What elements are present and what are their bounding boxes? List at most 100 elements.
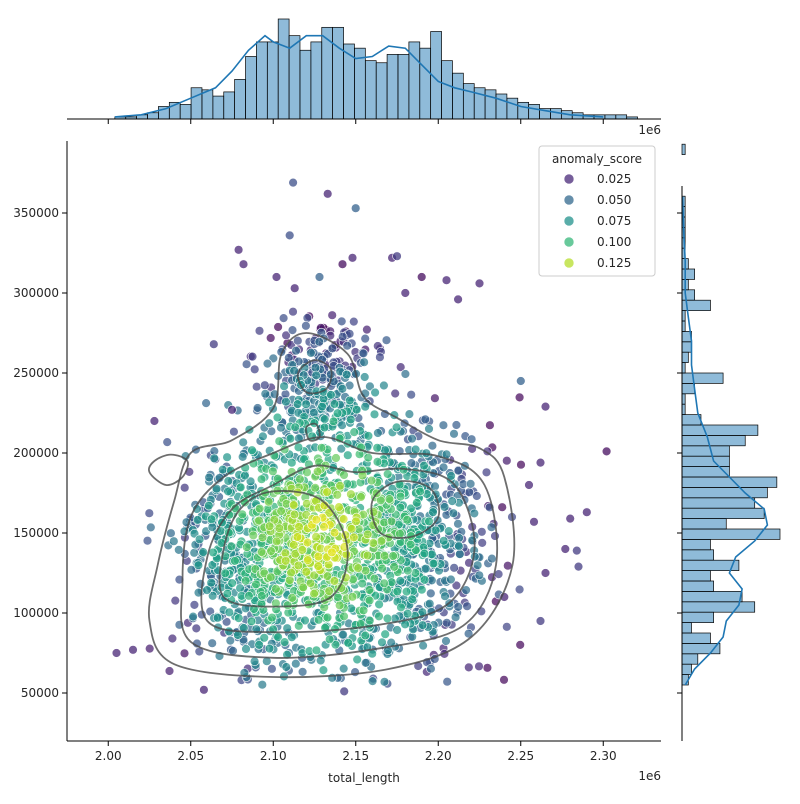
right-hist-bar (681, 445, 730, 457)
scatter-point (406, 458, 417, 468)
scatter-point (331, 453, 341, 463)
scatter-point (485, 420, 495, 430)
scatter-point (212, 613, 223, 623)
scatter-point (144, 508, 155, 518)
x-tick-label: 2.05 (177, 749, 204, 763)
scatter-point (358, 605, 369, 616)
scatter-point (357, 470, 368, 481)
scatter-point (332, 408, 343, 418)
scatter-point (424, 516, 434, 527)
scatter-point (450, 612, 461, 622)
scatter-point (259, 633, 269, 643)
scatter-point (426, 588, 436, 599)
y-tick-label: 350000 (13, 206, 59, 220)
top-hist-bar (332, 26, 344, 120)
scatter-outlier-point (323, 189, 333, 199)
scatter-point (207, 638, 217, 648)
scatter-point (330, 639, 341, 650)
scatter-point (278, 313, 289, 323)
scatter-point (327, 343, 338, 354)
scatter-point (227, 578, 237, 588)
density-contour (370, 480, 441, 539)
scatter-point (490, 531, 500, 541)
scatter-point (188, 611, 198, 622)
scatter-point (198, 547, 208, 557)
scatter-point (303, 555, 313, 565)
scatter-point (447, 496, 457, 506)
scatter-point (463, 628, 474, 639)
right-hist-bar (681, 372, 724, 384)
scatter-point (260, 380, 270, 390)
legend-entries: 0.025 0.050 0.075 0.100 0.125 (563, 172, 631, 270)
scatter-outlier-point (271, 272, 282, 282)
scatter-point (335, 481, 345, 491)
scatter-point (145, 643, 155, 654)
scatter-point (360, 372, 370, 382)
scatter-point (264, 397, 274, 408)
scatter-point (360, 333, 370, 344)
scatter-outlier-point (560, 544, 570, 554)
right-hist-bar (681, 455, 730, 467)
scatter-outlier-point (540, 401, 551, 412)
legend-marker (563, 215, 575, 227)
scatter-point (247, 445, 257, 455)
scatter-point (313, 561, 323, 571)
scatter-point (395, 528, 405, 539)
scatter-point (313, 551, 324, 562)
scatter-point (322, 487, 332, 497)
scatter-point (390, 388, 400, 399)
scatter-point (391, 422, 402, 433)
scatter-point (193, 560, 204, 570)
scatter-point (302, 537, 313, 548)
x-tick-label: 2.00 (95, 749, 122, 763)
scatter-point (240, 470, 250, 481)
scatter-point (220, 568, 230, 578)
scatter-point (446, 471, 456, 481)
scatter-point (350, 667, 360, 677)
scatter-point (164, 666, 175, 676)
scatter-point (338, 332, 348, 342)
scatter-point (351, 516, 361, 527)
right-hist-bar (681, 487, 768, 499)
scatter-point (364, 595, 375, 606)
scatter-point (186, 565, 197, 575)
scatter-point (311, 514, 321, 525)
scatter-point (249, 656, 260, 666)
scatter-point (514, 584, 525, 595)
right-hist-bar (681, 268, 695, 280)
scatter-point (368, 538, 378, 548)
scatter-point (254, 640, 264, 650)
scatter-point (389, 562, 399, 572)
scatter-point (282, 623, 292, 633)
scatter-outlier-point (535, 616, 546, 626)
scatter-point (421, 448, 431, 458)
scatter-point (419, 548, 430, 559)
scatter-point (281, 662, 291, 672)
scatter-point (255, 503, 265, 514)
scatter-outlier-point (400, 288, 410, 298)
y-tick-label: 150000 (13, 526, 59, 540)
scatter-point (244, 591, 254, 601)
top-hist-bar (212, 95, 225, 120)
scatter-point (481, 467, 492, 477)
scatter-point (425, 598, 435, 609)
scatter-point (347, 592, 358, 602)
scatter-point (223, 486, 233, 497)
top-hist-bar (615, 114, 628, 120)
scatter-point (251, 579, 261, 590)
scatter-point (453, 466, 464, 476)
scatter-point (322, 571, 333, 581)
scatter-point (179, 648, 190, 658)
scatter-point (472, 560, 483, 570)
scatter-point (428, 558, 439, 569)
scatter-point (407, 433, 417, 444)
scatter-point (388, 551, 398, 561)
scatter-point (487, 553, 497, 564)
scatter-point (465, 479, 476, 489)
scatter-outlier-point (535, 457, 546, 468)
right-hist-bar (681, 497, 756, 509)
scatter-point (346, 524, 357, 534)
top-hist-bar (397, 54, 410, 120)
scatter-point (430, 393, 440, 403)
scatter-outlier-point (601, 446, 612, 457)
